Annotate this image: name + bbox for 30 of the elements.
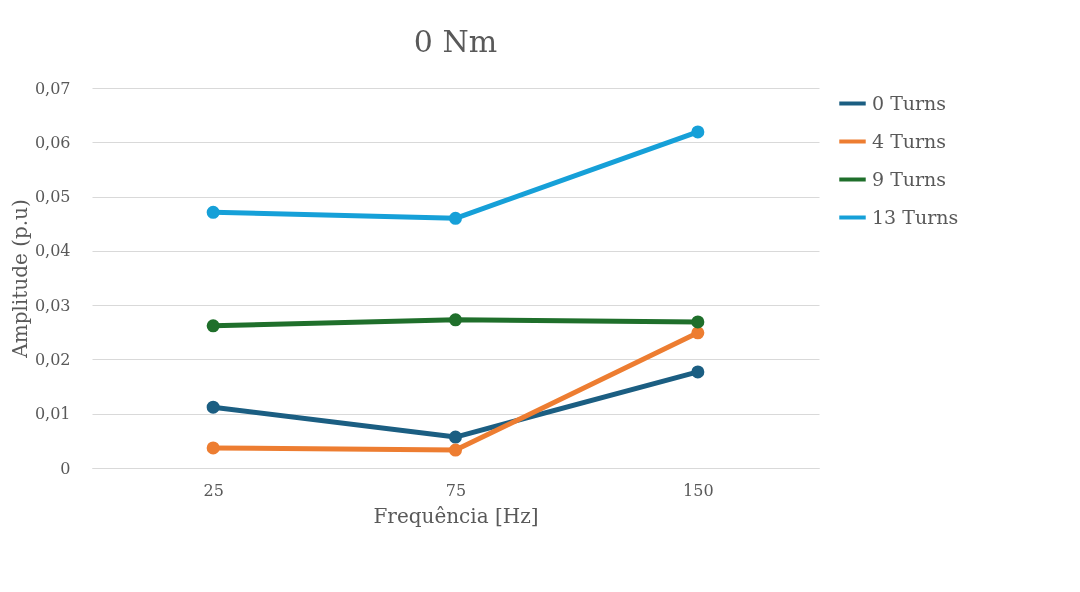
point (691, 365, 705, 379)
x-tick-label: 75 (445, 480, 467, 500)
point (206, 319, 220, 333)
legend-label: 13 Turns (872, 205, 959, 228)
point (206, 400, 220, 414)
point (448, 430, 463, 444)
point (206, 441, 220, 455)
point (448, 211, 463, 225)
point (448, 443, 463, 457)
y-tick-label: 0,04 (34, 241, 71, 261)
y-tick-label: 0,05 (34, 187, 71, 207)
y-tick-label: 0,01 (34, 404, 71, 424)
point (691, 125, 705, 139)
y-tick-label: 0,06 (34, 132, 71, 152)
chart-title: 0 Nm (413, 24, 498, 59)
legend-label: 4 Turns (872, 129, 947, 152)
legend-label: 0 Turns (872, 91, 947, 114)
point (448, 313, 463, 327)
y-tick-label: 0 (60, 458, 71, 478)
x-axis-title: Frequência [Hz] (373, 503, 539, 528)
x-tick-label: 25 (203, 480, 224, 500)
point (206, 205, 220, 219)
point (691, 315, 705, 329)
legend-label: 9 Turns (872, 167, 947, 190)
x-tick-label: 150 (683, 480, 714, 500)
y-tick-label: 0,07 (34, 78, 71, 98)
y-axis-title: Amplitude (p.u) (7, 199, 32, 359)
point (691, 326, 705, 340)
y-tick-label: 0,02 (34, 349, 71, 369)
y-tick-label: 0,03 (34, 295, 71, 315)
